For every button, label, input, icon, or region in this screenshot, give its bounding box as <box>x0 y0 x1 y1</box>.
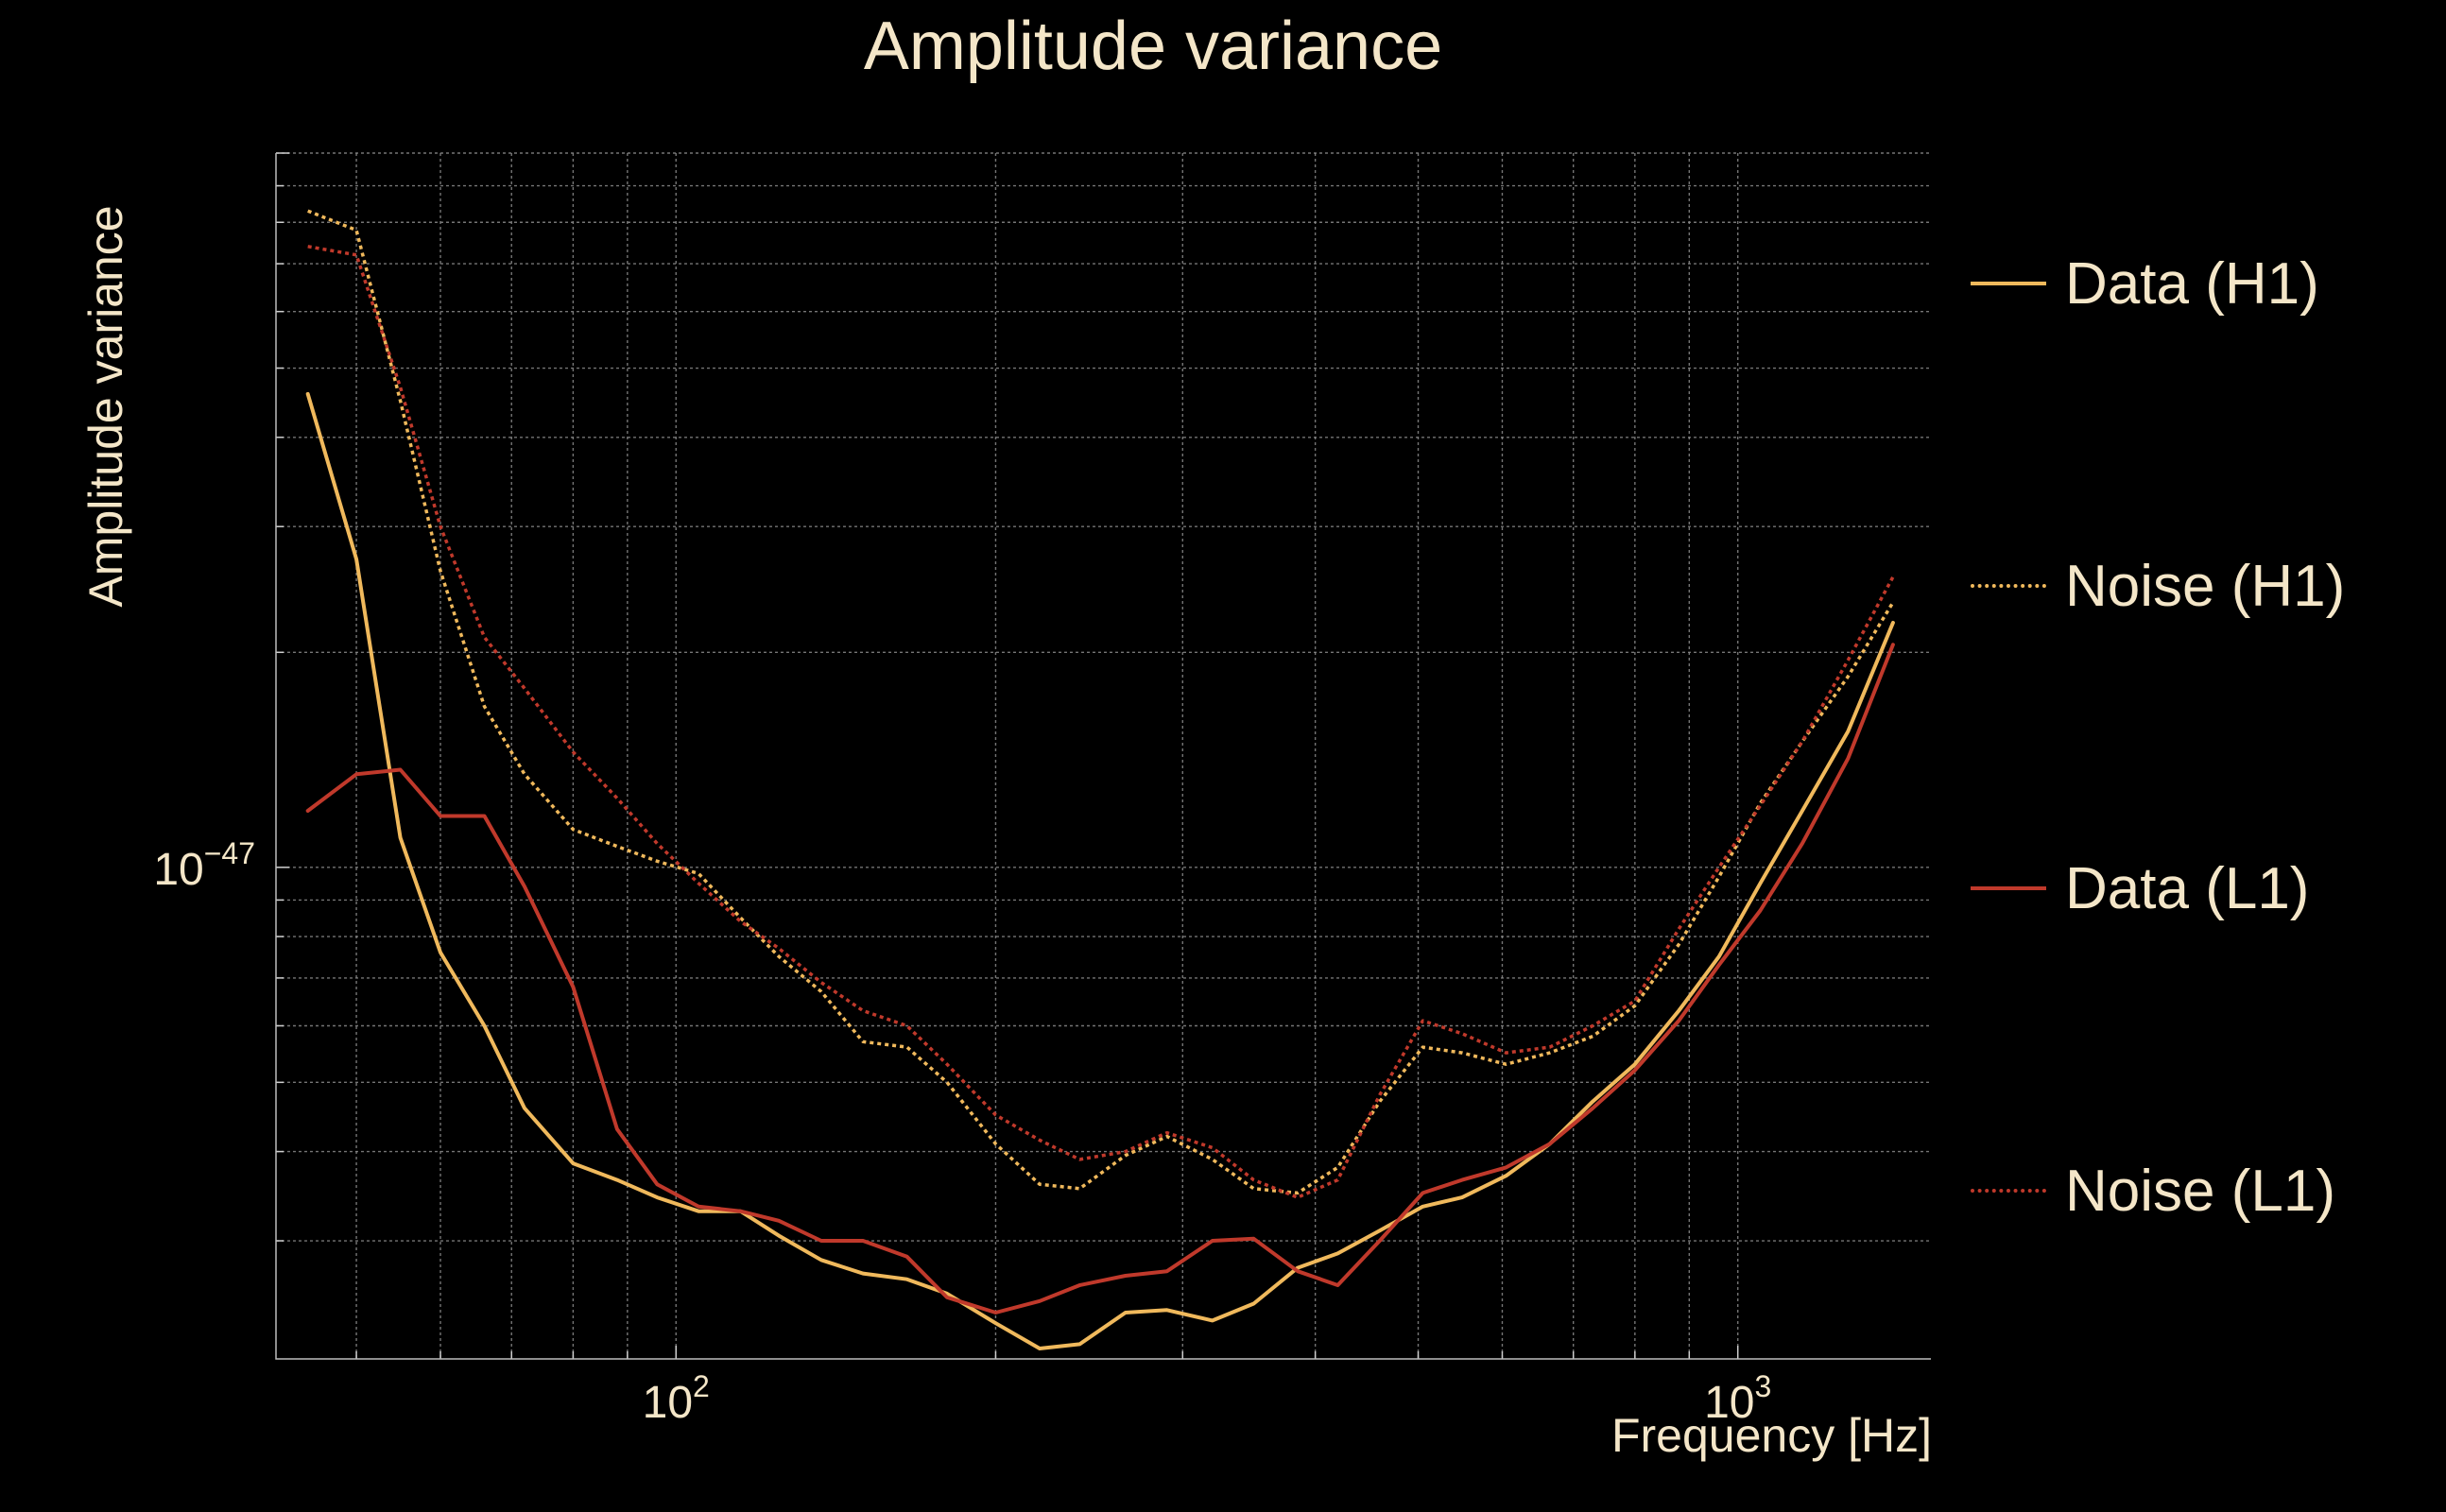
axes <box>275 152 1931 1360</box>
legend-item-data-h1: Data (H1) <box>1971 246 2424 321</box>
legend-label-data-h1: Data (H1) <box>2065 250 2319 317</box>
legend-label-noise-l1: Noise (L1) <box>2065 1158 2335 1224</box>
legend-label-data-l1: Data (L1) <box>2065 855 2310 921</box>
legend-label-noise-h1: Noise (H1) <box>2065 553 2346 619</box>
legend-swatch-data-l1 <box>1971 886 2046 890</box>
series-line-data-l1 <box>305 643 1895 1314</box>
y-tick-label: 10−47 <box>153 836 255 895</box>
legend-item-noise-l1: Noise (L1) <box>1971 1153 2424 1228</box>
chart-title: Amplitude variance <box>863 9 1443 84</box>
legend-swatch-data-h1 <box>1971 282 2046 285</box>
y-axis-label: Amplitude variance <box>79 205 132 608</box>
series-line-noise-h1 <box>307 209 1895 1195</box>
series-line-noise-l1 <box>307 245 1895 1199</box>
legend-swatch-noise-h1 <box>1971 584 2046 588</box>
legend-item-noise-h1: Noise (H1) <box>1971 548 2424 624</box>
x-axis-label: Frequency [Hz] <box>1611 1409 1932 1462</box>
grid <box>276 152 1931 1359</box>
series-lines <box>305 209 1895 1350</box>
legend-swatch-noise-l1 <box>1971 1189 2046 1193</box>
x-tick-label: 102 <box>643 1369 710 1428</box>
legend-item-data-l1: Data (L1) <box>1971 850 2424 926</box>
tick-labels: 102 103 10−47 <box>153 836 1771 1428</box>
x-tick-label: 103 <box>1704 1369 1771 1428</box>
series-line-data-h1 <box>305 391 1895 1350</box>
axis-frame <box>275 153 1931 1360</box>
